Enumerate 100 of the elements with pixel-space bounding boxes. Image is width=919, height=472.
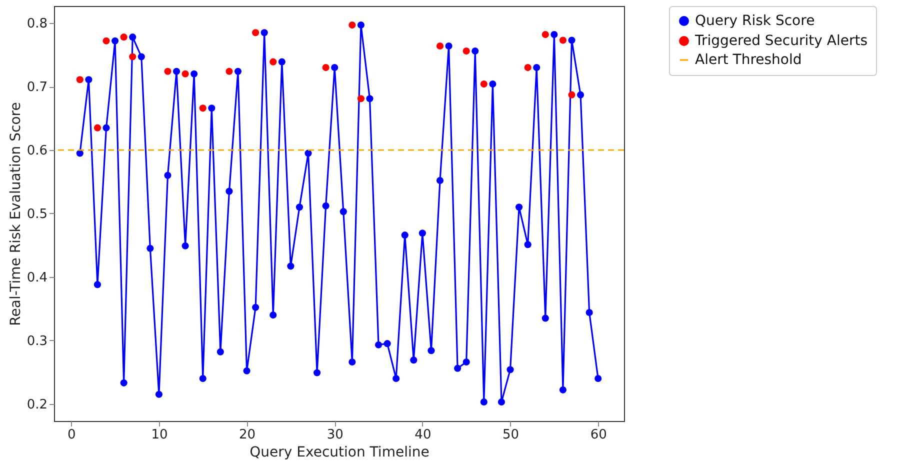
y-tick-label: 0.3	[26, 334, 48, 349]
point	[550, 31, 558, 38]
point	[94, 124, 102, 132]
point	[322, 64, 330, 72]
point	[489, 80, 496, 88]
point	[542, 314, 549, 322]
point	[270, 312, 277, 319]
x-tick-label: 30	[326, 428, 344, 442]
point	[418, 230, 426, 237]
y-tick-label: 0.4	[26, 270, 48, 286]
point	[226, 188, 233, 195]
point	[586, 308, 593, 316]
point	[506, 366, 514, 374]
point	[436, 176, 444, 184]
point	[287, 262, 294, 270]
point	[270, 58, 277, 66]
point	[445, 42, 452, 50]
point	[480, 80, 488, 88]
x-tick-label: 20	[239, 428, 256, 442]
point	[568, 91, 576, 98]
point	[331, 64, 338, 72]
point	[594, 374, 602, 382]
point	[102, 124, 110, 132]
legend-label: Triggered Security Alerts	[694, 33, 868, 49]
y-tick-label: 0.2	[26, 397, 48, 412]
y-tick-label: 0.7	[26, 80, 48, 96]
point	[182, 70, 189, 78]
point	[234, 68, 242, 75]
point	[112, 37, 119, 44]
x-tick-label: 0	[67, 428, 76, 442]
point	[576, 91, 584, 98]
point	[172, 68, 180, 75]
point	[260, 29, 268, 36]
point	[164, 172, 172, 179]
point	[120, 34, 128, 41]
point	[498, 398, 506, 406]
point	[462, 358, 470, 366]
point	[102, 37, 110, 44]
point	[199, 104, 206, 112]
point	[559, 36, 566, 44]
point	[454, 364, 462, 372]
point	[480, 398, 488, 406]
point	[304, 150, 312, 157]
point	[296, 204, 304, 211]
point	[533, 64, 540, 72]
y-axis-title: Real-Time Risk Evaluation Score	[8, 102, 24, 326]
point	[226, 68, 233, 75]
point	[322, 202, 330, 210]
point	[559, 386, 566, 394]
point	[199, 374, 206, 382]
point	[146, 244, 154, 252]
point	[384, 340, 391, 348]
point	[392, 374, 400, 382]
point	[129, 53, 136, 60]
point	[366, 95, 374, 102]
point	[436, 42, 444, 50]
point	[252, 304, 260, 311]
point	[348, 22, 356, 29]
point	[182, 242, 189, 250]
point	[76, 76, 84, 84]
point	[516, 204, 523, 211]
point	[76, 150, 84, 157]
point	[357, 22, 364, 29]
point	[190, 70, 198, 78]
point	[357, 95, 364, 102]
y-tick-label: 0.6	[26, 144, 48, 159]
point	[524, 64, 532, 72]
point	[524, 241, 532, 248]
point	[374, 341, 382, 348]
point	[243, 367, 250, 374]
point	[568, 36, 576, 44]
point	[542, 31, 549, 38]
point	[462, 48, 470, 55]
legend-label: Query Risk Score	[695, 13, 815, 29]
point	[410, 356, 418, 364]
point	[428, 347, 435, 354]
point	[129, 34, 136, 41]
point	[120, 379, 128, 386]
x-tick-label: 40	[414, 428, 432, 442]
point	[472, 48, 479, 55]
y-tick-label: 0.5	[26, 207, 48, 222]
point	[85, 76, 92, 84]
x-axis-title: Query Execution Timeline	[250, 444, 430, 460]
point	[208, 104, 216, 112]
point	[340, 208, 347, 216]
point	[401, 232, 408, 239]
point	[314, 369, 321, 376]
point	[94, 281, 102, 288]
point	[164, 68, 172, 75]
x-tick-label: 60	[590, 428, 607, 442]
point	[278, 58, 286, 66]
point	[216, 348, 224, 356]
point	[348, 358, 356, 366]
y-tick-label: 0.8	[26, 16, 48, 32]
x-tick-label: 50	[502, 428, 520, 442]
point	[138, 53, 145, 60]
legend-label: Alert Threshold	[695, 52, 802, 68]
point	[252, 29, 260, 36]
x-tick-label: 10	[151, 428, 168, 442]
point	[155, 390, 162, 398]
